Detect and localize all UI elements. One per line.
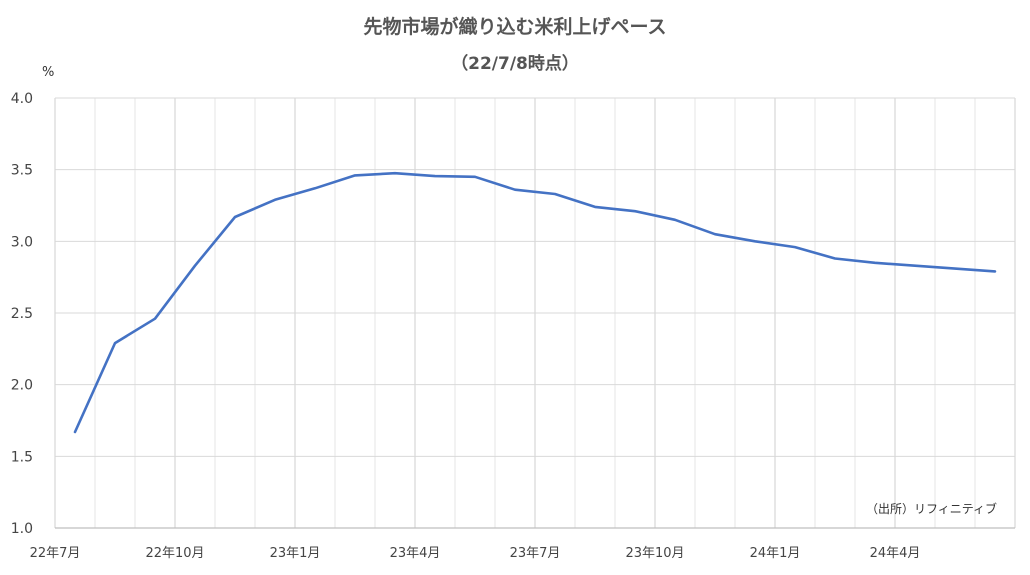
x-tick-label: 24年1月 — [750, 546, 801, 561]
chart-title: 先物市場が織り込む米利上げペース — [363, 15, 666, 38]
x-tick-label: 23年10月 — [625, 546, 684, 561]
x-tick-label: 22年7月 — [30, 546, 81, 561]
x-tick-label: 23年4月 — [390, 546, 441, 561]
y-tick-label: 3.5 — [11, 163, 33, 179]
y-tick-label: 4.0 — [11, 91, 33, 107]
chart-subtitle: （22/7/8時点） — [451, 53, 579, 74]
y-axis-ticks: 4.0 3.5 3.0 2.5 2.0 1.5 1.0 — [11, 91, 33, 537]
y-tick-label: 3.0 — [11, 234, 33, 250]
x-tick-label: 24年4月 — [870, 546, 921, 561]
x-tick-label: 22年10月 — [145, 546, 204, 561]
source-note: （出所）リフィニティブ — [866, 501, 997, 516]
x-tick-label: 23年7月 — [510, 546, 561, 561]
y-tick-label: 2.0 — [11, 378, 33, 394]
y-tick-label: 2.5 — [11, 306, 33, 322]
x-axis-ticks: 22年7月 22年10月 23年1月 23年4月 23年7月 23年10月 24年1月 24年… — [30, 546, 921, 561]
x-tick-label: 23年1月 — [270, 546, 321, 561]
y-tick-label: 1.0 — [11, 521, 33, 537]
y-tick-label: 1.5 — [11, 449, 33, 465]
y-axis-unit: % — [42, 65, 54, 80]
series-line — [73, 171, 997, 434]
gridlines — [54, 97, 1016, 529]
